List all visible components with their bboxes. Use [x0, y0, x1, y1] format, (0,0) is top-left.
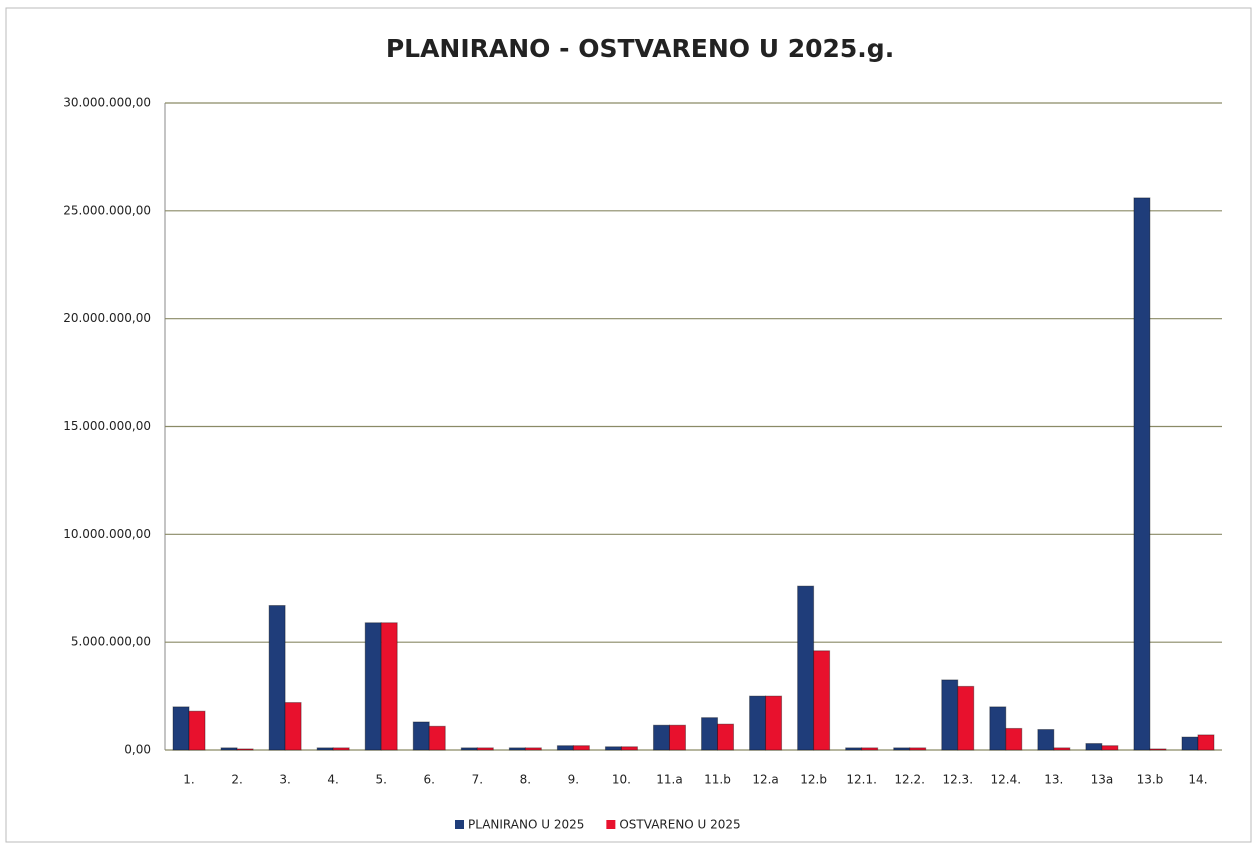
bar: [332, 747, 350, 751]
bar: [268, 605, 286, 751]
x-tick-label: 2.: [231, 773, 242, 787]
bar: [1101, 745, 1119, 751]
y-tick-label: 30.000.000,00: [63, 96, 151, 110]
bar: [765, 695, 783, 751]
x-tick-label: 5.: [375, 773, 386, 787]
bar: [508, 747, 526, 751]
bar: [556, 745, 574, 751]
x-tick-label: 12.b: [800, 773, 827, 787]
x-tick-label: 12.1.: [846, 773, 877, 787]
bar: [620, 746, 638, 751]
chart-frame: [5, 7, 1252, 843]
bar: [1197, 734, 1215, 751]
x-tick-label: 6.: [424, 773, 435, 787]
bar: [861, 747, 879, 751]
bar: [524, 747, 542, 751]
x-tick-label: 12.2.: [894, 773, 925, 787]
bar: [476, 747, 494, 751]
bar: [749, 695, 767, 751]
x-tick-label: 1.: [183, 773, 194, 787]
x-tick-label: 8.: [520, 773, 531, 787]
x-tick-label: 13.: [1044, 773, 1063, 787]
bar: [845, 747, 863, 751]
y-tick-label: 20.000.000,00: [63, 311, 151, 325]
bar: [572, 745, 590, 751]
bar: [701, 717, 719, 751]
bar: [1053, 747, 1071, 751]
y-tick-label: 10.000.000,00: [63, 527, 151, 541]
x-tick-label: 14.: [1188, 773, 1207, 787]
x-tick-label: 12.4.: [991, 773, 1022, 787]
x-tick-label: 11.b: [704, 773, 731, 787]
bar: [1133, 197, 1151, 751]
y-tick-label: 15.000.000,00: [63, 419, 151, 433]
bar: [652, 724, 670, 751]
x-tick-label: 12.3.: [942, 773, 973, 787]
y-tick-label: 25.000.000,00: [63, 203, 151, 217]
bar: [1085, 743, 1103, 751]
bar: [1037, 729, 1055, 751]
bar: [284, 702, 302, 751]
bar: [412, 721, 430, 751]
bar: [1149, 748, 1167, 751]
legend-swatch: [606, 820, 616, 829]
bar: [941, 679, 959, 751]
x-tick-label: 12.a: [752, 773, 778, 787]
bar: [957, 685, 975, 751]
bar: [236, 748, 254, 751]
bar: [909, 747, 927, 751]
x-tick-label: 3.: [279, 773, 290, 787]
bar: [188, 710, 206, 751]
bar: [604, 746, 622, 751]
bar: [717, 723, 735, 751]
y-tick-label: 5.000.000,00: [71, 635, 151, 649]
bar: [220, 747, 238, 751]
y-tick-label: 0,00: [124, 743, 151, 757]
bar: [380, 622, 398, 751]
x-tick-label: 4.: [327, 773, 338, 787]
x-tick-label: 10.: [612, 773, 631, 787]
x-tick-label: 11.a: [656, 773, 682, 787]
bar: [668, 724, 686, 751]
bar: [1005, 727, 1023, 751]
legend-label: OSTVARENO U 2025: [619, 818, 740, 832]
bar: [813, 650, 831, 751]
x-tick-label: 13a: [1091, 773, 1114, 787]
bar: [364, 622, 382, 751]
x-tick-label: 7.: [472, 773, 483, 787]
bar: [797, 585, 815, 751]
bar: [428, 725, 446, 751]
bar: [460, 747, 478, 751]
chart-title: PLANIRANO - OSTVARENO U 2025.g.: [386, 34, 894, 63]
legend-swatch: [455, 820, 464, 829]
bar: [1181, 736, 1199, 751]
bar: [989, 706, 1007, 751]
bar: [893, 747, 911, 751]
legend-label: PLANIRANO U 2025: [468, 818, 584, 832]
bar: [172, 706, 190, 751]
x-tick-label: 13.b: [1137, 773, 1164, 787]
bar: [316, 747, 334, 751]
x-tick-label: 9.: [568, 773, 579, 787]
